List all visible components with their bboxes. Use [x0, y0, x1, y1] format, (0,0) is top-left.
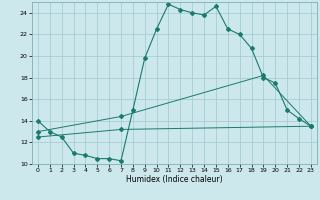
X-axis label: Humidex (Indice chaleur): Humidex (Indice chaleur) [126, 175, 223, 184]
